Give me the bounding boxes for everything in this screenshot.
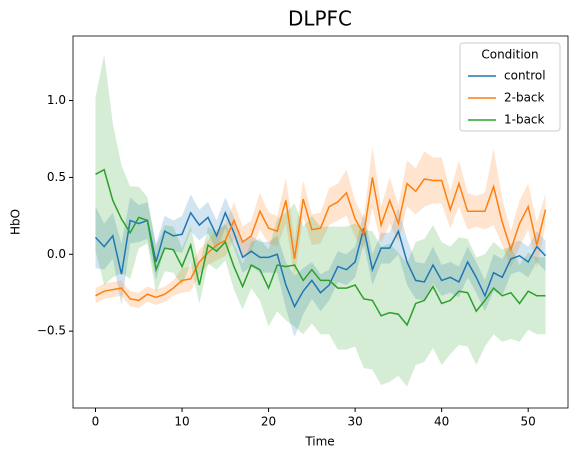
confidence-band [95,194,546,338]
x-tick-label: 50 [521,415,536,429]
legend-label: control [504,69,546,83]
legend-title: Condition [481,48,538,62]
confidence-band [95,54,546,387]
plot-frame [72,35,569,409]
y-tick-label: −0.5 [37,324,66,338]
chart-title: DLPFC [288,7,352,31]
legend-label: 2-back [504,91,545,105]
y-tick-label: 0.0 [47,247,66,261]
y-tick-label: 1.0 [47,93,66,107]
line [95,177,547,302]
x-tick-label: 40 [434,415,449,429]
x-tick-label: 20 [261,415,276,429]
x-axis-label: Time [304,435,334,449]
x-tick-label: 0 [92,415,100,429]
legend: Condition control 2-back 1-back [459,42,561,132]
y-axis-label: HbO [9,209,23,235]
line [94,210,547,309]
y-tick-label: 0.5 [47,170,66,184]
x-tick-label: 30 [347,415,362,429]
x-tick-label: 10 [174,415,189,429]
line [95,168,546,327]
legend-box [459,42,561,132]
legend-label: 1-back [504,113,545,127]
